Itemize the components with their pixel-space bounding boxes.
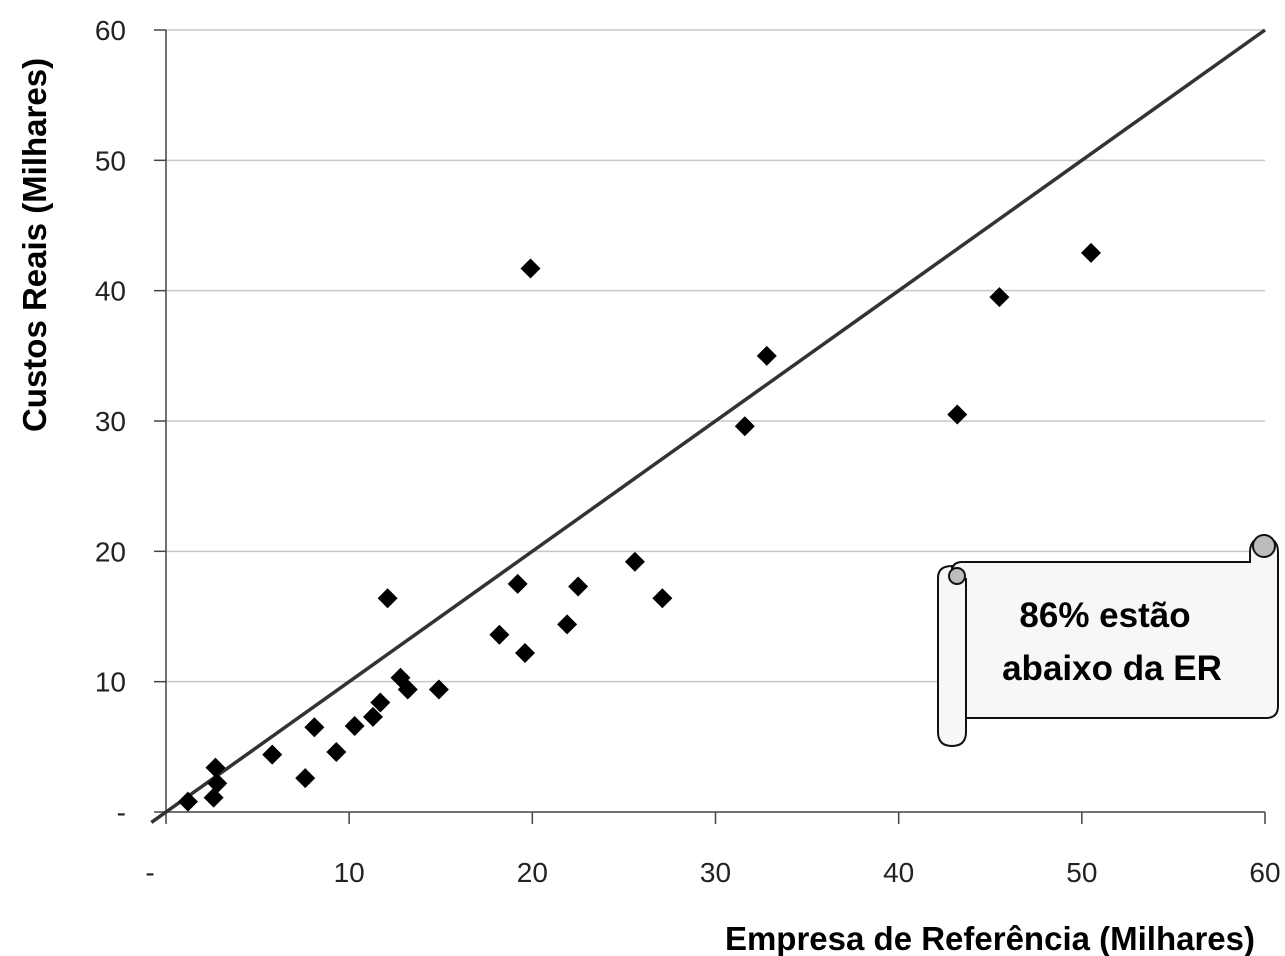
data-point <box>989 287 1010 308</box>
data-point <box>295 768 316 789</box>
annotation-line-1: 86% estão <box>1019 596 1190 635</box>
data-point <box>756 345 777 366</box>
y-tick-label: 30 <box>95 406 126 437</box>
x-tick-label: 60 <box>1249 857 1280 888</box>
data-point <box>624 551 645 572</box>
data-point <box>428 679 449 700</box>
data-point <box>652 588 673 609</box>
x-tick-label: 10 <box>334 857 365 888</box>
y-tick-label: 60 <box>95 15 126 46</box>
data-point <box>520 258 541 279</box>
x-tick-label: - <box>145 857 154 888</box>
annotation-line-2: abaixo da ER <box>1002 649 1222 688</box>
data-point <box>489 624 510 645</box>
data-point <box>362 706 383 727</box>
data-point <box>203 787 224 808</box>
y-tick-label: - <box>117 797 126 828</box>
data-point <box>734 416 755 437</box>
y-tick-label: 40 <box>95 276 126 307</box>
data-point <box>177 791 198 812</box>
reference-line-group <box>150 28 1267 824</box>
data-point <box>557 614 578 635</box>
data-point <box>326 742 347 763</box>
x-tick-label: 30 <box>700 857 731 888</box>
annotation-scroll: 86% estão abaixo da ER <box>937 534 1279 748</box>
x-ticks: - 10 20 30 40 50 60 <box>145 812 1281 888</box>
data-point <box>507 573 528 594</box>
y-tick-label: 10 <box>95 667 126 698</box>
x-tick-label: 20 <box>517 857 548 888</box>
data-points <box>177 242 1101 812</box>
data-point <box>304 717 325 738</box>
x-axis-title: Empresa de Referência (Milhares) <box>725 920 1255 956</box>
reference-line <box>150 28 1267 824</box>
x-tick-label: 40 <box>883 857 914 888</box>
data-point <box>515 642 536 663</box>
data-point <box>947 404 968 425</box>
y-ticks: - 10 20 30 40 50 60 <box>95 15 166 828</box>
data-point <box>1080 242 1101 263</box>
data-point <box>344 715 365 736</box>
y-tick-label: 20 <box>95 536 126 567</box>
y-tick-label: 50 <box>95 145 126 176</box>
data-point <box>370 692 391 713</box>
data-point <box>568 576 589 597</box>
y-axis-title: Custos Reais (Milhares) <box>16 58 53 432</box>
x-tick-label: 50 <box>1066 857 1097 888</box>
data-point <box>397 679 418 700</box>
data-point <box>377 588 398 609</box>
data-point <box>207 773 228 794</box>
data-point <box>262 744 283 765</box>
data-point <box>205 757 226 778</box>
